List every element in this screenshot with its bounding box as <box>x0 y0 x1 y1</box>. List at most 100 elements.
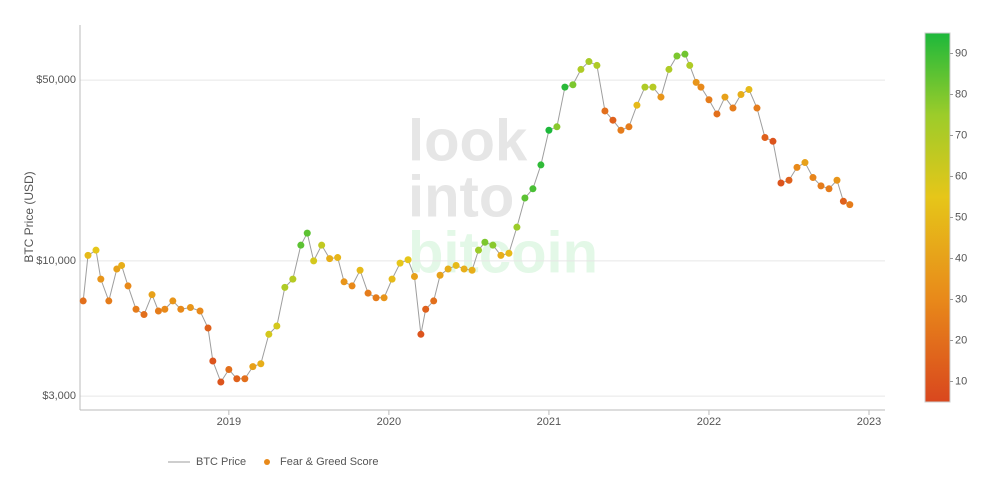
score-point <box>833 176 841 184</box>
score-point <box>521 194 529 202</box>
score-point <box>817 182 825 190</box>
score-point <box>665 65 673 73</box>
colorbar-tick-label: 70 <box>955 129 967 141</box>
score-point <box>537 161 545 169</box>
score-point <box>569 81 577 89</box>
colorbar-tick-label: 80 <box>955 88 967 100</box>
score-point <box>801 159 809 167</box>
score-point <box>217 378 225 386</box>
score-point <box>681 50 689 58</box>
score-point <box>233 375 241 383</box>
score-point <box>249 363 257 371</box>
score-point <box>649 83 657 91</box>
watermark: look <box>408 108 528 173</box>
score-point <box>436 271 444 279</box>
score-point <box>745 86 753 94</box>
colorbar-tick-label: 60 <box>955 170 967 182</box>
score-point <box>577 65 585 73</box>
score-point <box>396 259 404 267</box>
score-point <box>793 163 801 171</box>
score-point <box>657 93 665 101</box>
score-point <box>241 375 249 383</box>
score-point <box>326 255 334 263</box>
score-point <box>303 229 311 237</box>
score-point <box>705 96 713 104</box>
score-point <box>148 291 156 299</box>
score-point <box>468 266 476 274</box>
score-point <box>356 266 364 274</box>
score-point <box>529 185 537 193</box>
score-point <box>186 304 194 312</box>
score-point <box>124 282 132 290</box>
score-point <box>692 78 700 86</box>
score-point <box>593 61 601 69</box>
score-point <box>410 273 418 281</box>
score-point <box>617 126 625 134</box>
score-point <box>417 330 425 338</box>
score-point <box>633 101 641 109</box>
x-tick-label: 2023 <box>857 416 881 428</box>
score-point <box>310 257 318 265</box>
colorbar-tick-label: 30 <box>955 293 967 305</box>
score-point <box>825 185 833 193</box>
score-point <box>169 297 177 305</box>
colorbar-tick-label: 40 <box>955 252 967 264</box>
legend-label: Fear & Greed Score <box>280 456 378 468</box>
score-point <box>713 110 721 118</box>
score-point <box>430 297 438 305</box>
x-tick-label: 2021 <box>537 416 561 428</box>
score-point <box>452 261 460 269</box>
score-point <box>404 256 412 264</box>
score-point <box>686 61 694 69</box>
score-point <box>265 330 273 338</box>
score-point <box>561 83 569 91</box>
score-point <box>92 246 100 254</box>
score-point <box>422 305 430 313</box>
score-point <box>777 179 785 187</box>
score-point <box>721 93 729 101</box>
score-point <box>297 241 305 249</box>
score-point <box>140 311 148 319</box>
score-point <box>545 126 553 134</box>
score-point <box>257 360 265 368</box>
score-point <box>481 238 489 246</box>
score-point <box>84 251 92 259</box>
score-point <box>225 366 233 374</box>
score-point <box>846 201 854 209</box>
score-point <box>118 261 126 269</box>
score-point <box>364 289 372 297</box>
score-point <box>340 278 348 286</box>
score-point <box>697 83 705 91</box>
colorbar-tick-label: 90 <box>955 47 967 59</box>
score-point <box>204 324 212 332</box>
score-point <box>505 249 513 257</box>
score-point <box>609 116 617 124</box>
score-point <box>729 104 737 112</box>
score-point <box>444 265 452 273</box>
score-point <box>809 174 817 182</box>
score-point <box>474 246 482 254</box>
score-point <box>761 134 769 142</box>
score-point <box>154 307 162 315</box>
score-point <box>79 297 87 305</box>
watermark: into <box>408 164 514 229</box>
y-tick-label: $3,000 <box>42 390 76 402</box>
score-point <box>318 241 326 249</box>
legend-label: BTC Price <box>196 456 246 468</box>
score-point <box>281 283 289 291</box>
score-point <box>334 254 342 262</box>
score-point <box>273 322 281 330</box>
y-axis-title: BTC Price (USD) <box>22 171 36 262</box>
score-point <box>105 297 113 305</box>
score-point <box>673 52 681 60</box>
colorbar <box>924 32 951 403</box>
y-tick-label: $50,000 <box>36 74 76 86</box>
score-point <box>113 265 121 273</box>
score-point <box>497 251 505 259</box>
score-point <box>769 137 777 145</box>
score-point <box>289 275 297 283</box>
score-point <box>132 305 140 313</box>
score-point <box>209 357 217 365</box>
score-point <box>839 197 847 205</box>
